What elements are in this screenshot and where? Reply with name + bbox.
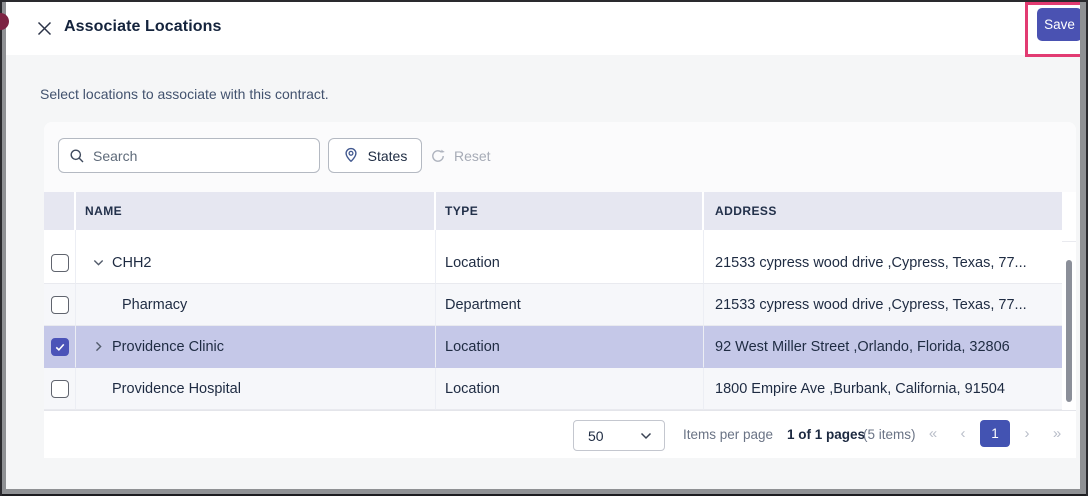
search-input[interactable]: [93, 147, 309, 164]
modal-subtitle: Select locations to associate with this …: [40, 86, 329, 102]
page-size-value: 50: [588, 427, 604, 444]
table-row-selected[interactable]: Providence Clinic Location 92 West Mille…: [44, 326, 1076, 368]
last-page-button[interactable]: »: [1044, 419, 1070, 447]
states-button-label: States: [367, 147, 408, 164]
close-icon: [37, 21, 51, 35]
pagination: « ‹ 1 › »: [920, 419, 1070, 447]
row-checkbox[interactable]: [50, 253, 69, 272]
frame-border: [2, 489, 1086, 494]
row-name: Pharmacy: [122, 296, 188, 313]
row-address: 21533 cypress wood drive ,Cypress, Texas…: [715, 296, 1027, 313]
row-checkbox-checked[interactable]: [50, 337, 69, 356]
row-type: Location: [445, 380, 500, 397]
frame-border: [1086, 0, 1088, 496]
frame-border: [1080, 2, 1086, 494]
previous-page-button[interactable]: ‹: [950, 419, 976, 447]
page-info: 1 of 1 pages: [787, 427, 866, 442]
states-filter-button[interactable]: States: [328, 138, 422, 173]
search-icon: [70, 149, 84, 162]
table-row[interactable]: Pharmacy Department 21533 cypress wood d…: [44, 284, 1076, 326]
page-title: Associate Locations: [64, 18, 222, 35]
toolbar: States Reset: [44, 122, 1076, 192]
row-type: Location: [445, 338, 500, 355]
save-button[interactable]: Save: [1037, 8, 1082, 41]
row-type: Department: [445, 296, 521, 313]
row-name: Providence Clinic: [112, 338, 225, 355]
page-size-select[interactable]: 50: [573, 420, 665, 451]
reset-icon: [432, 149, 445, 162]
row-checkbox[interactable]: [50, 379, 69, 398]
row-address: 21533 cypress wood drive ,Cypress, Texas…: [715, 254, 1027, 271]
chevron-right-icon[interactable]: [90, 339, 106, 355]
modal-header: Associate Locations Save: [6, 2, 1082, 55]
table-header: NAME TYPE ADDRESS: [44, 192, 1076, 230]
row-checkbox[interactable]: [50, 295, 69, 314]
next-page-button[interactable]: ›: [1014, 419, 1040, 447]
items-count: (5 items): [863, 427, 916, 442]
partial-scrolled-row: [44, 230, 1076, 242]
reset-button[interactable]: Reset: [430, 138, 491, 173]
close-button[interactable]: [29, 13, 59, 43]
table-scrollbar-thumb[interactable]: [1066, 260, 1072, 402]
chevron-down-icon[interactable]: [90, 255, 106, 271]
search-box: [58, 138, 320, 173]
table-row[interactable]: CHH2 Location 21533 cypress wood drive ,…: [44, 242, 1076, 284]
row-name: CHH2: [112, 254, 152, 271]
frame-border: [0, 0, 1088, 2]
table-footer: 50 Items per page 1 of 1 pages (5 items)…: [44, 410, 1076, 458]
current-page-button[interactable]: 1: [980, 419, 1010, 447]
frame-border: [2, 2, 6, 494]
background-logo-fragment: [0, 13, 9, 30]
row-type: Location: [445, 254, 500, 271]
table-body: CHH2 Location 21533 cypress wood drive ,…: [44, 230, 1076, 410]
column-header-address[interactable]: ADDRESS: [704, 192, 1062, 230]
frame-border: [0, 494, 1088, 496]
column-header-name[interactable]: NAME: [76, 192, 436, 230]
column-header-type[interactable]: TYPE: [436, 192, 704, 230]
row-address: 92 West Miller Street ,Orlando, Florida,…: [715, 338, 1010, 355]
row-address: 1800 Empire Ave ,Burbank, California, 91…: [715, 380, 1005, 397]
items-per-page-label: Items per page: [683, 427, 774, 442]
frame-border: [0, 0, 2, 496]
reset-button-label: Reset: [454, 147, 491, 164]
row-name: Providence Hospital: [112, 380, 241, 397]
locations-card: States Reset NAME TYPE ADDRESS: [44, 122, 1076, 458]
location-pin-icon: [345, 147, 357, 162]
select-all-column-header: [44, 192, 76, 230]
first-page-button[interactable]: «: [920, 419, 946, 447]
table-row[interactable]: Providence Hospital Location 1800 Empire…: [44, 368, 1076, 410]
checkmark-icon: [55, 343, 64, 351]
chevron-down-icon: [640, 432, 652, 439]
